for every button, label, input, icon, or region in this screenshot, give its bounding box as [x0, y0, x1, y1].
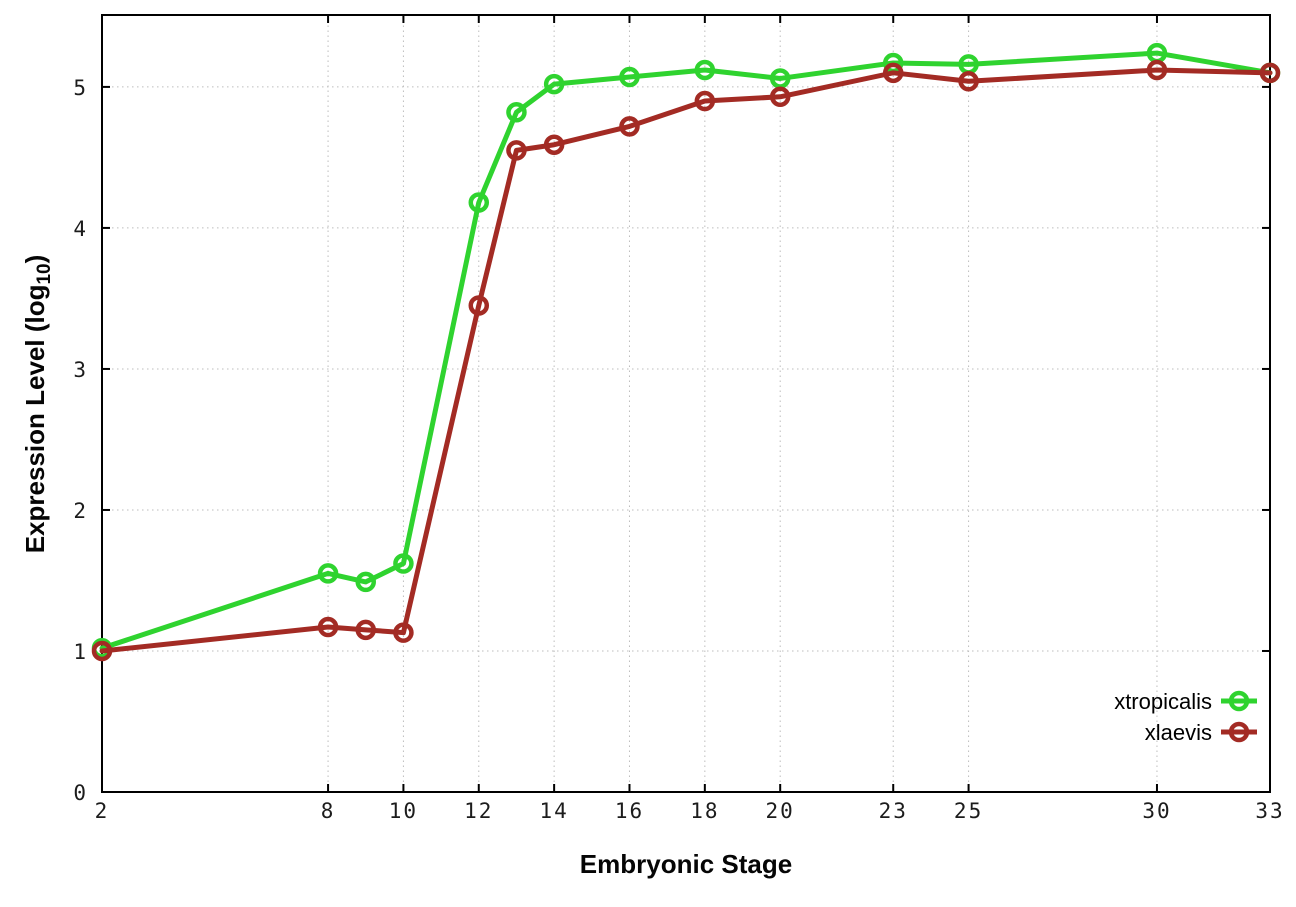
x-tick-label: 2 — [95, 799, 110, 823]
data-point-xtropicalis — [619, 66, 640, 88]
data-point-xlaevis — [882, 62, 904, 84]
x-tick-label: 16 — [615, 799, 644, 823]
legend-item-xlaevis: xlaevis — [1145, 720, 1257, 745]
y-tick-label: 4 — [73, 217, 88, 241]
data-point-xlaevis — [317, 616, 339, 638]
data-point-xtropicalis — [468, 192, 490, 213]
series-xlaevis — [91, 59, 1281, 662]
y-axis-title-subscript: 10 — [34, 263, 56, 285]
data-point-xlaevis — [769, 86, 791, 108]
data-point-xlaevis — [543, 134, 565, 155]
x-tick-label: 10 — [389, 799, 418, 823]
data-point-xtropicalis — [694, 59, 716, 81]
x-tick-label: 8 — [321, 799, 336, 823]
gridlines — [102, 15, 1270, 792]
legend-marker-sample-xtropicalis — [1228, 690, 1250, 712]
data-point-xtropicalis — [506, 102, 527, 123]
legend-label-xlaevis: xlaevis — [1145, 720, 1212, 745]
data-point-xlaevis — [958, 71, 979, 92]
legend: xtropicalis xlaevis — [1114, 689, 1257, 745]
y-tick-label: 5 — [73, 76, 88, 100]
x-tick-label: 23 — [879, 799, 908, 823]
data-point-xtropicalis — [769, 68, 791, 89]
data-point-xtropicalis — [355, 571, 376, 593]
legend-item-xtropicalis: xtropicalis — [1114, 689, 1257, 714]
x-tick-label: 20 — [766, 799, 795, 823]
legend-marker-sample-xlaevis — [1228, 721, 1250, 743]
data-point-xlaevis — [694, 90, 716, 112]
data-point-xtropicalis — [543, 73, 565, 95]
x-tick-label: 33 — [1255, 799, 1284, 823]
legend-label-xtropicalis: xtropicalis — [1114, 689, 1212, 714]
data-point-xlaevis — [1259, 62, 1281, 84]
y-tick-label: 0 — [73, 781, 88, 805]
x-tick-label: 18 — [690, 799, 719, 823]
series-line-xlaevis — [99, 67, 1273, 654]
plot-border — [101, 14, 1271, 793]
series-line-xtropicalis — [99, 50, 1273, 651]
x-tick-label: 14 — [539, 799, 568, 823]
data-point-xtropicalis — [393, 553, 414, 574]
data-point-xlaevis — [393, 622, 414, 643]
data-point-xlaevis — [1146, 59, 1168, 81]
y-tick-label: 3 — [73, 358, 88, 382]
y-tick-label: 2 — [73, 499, 88, 523]
x-tick-label: 12 — [464, 799, 493, 823]
data-point-xlaevis — [506, 140, 527, 161]
y-axis-title-close: ) — [19, 254, 50, 264]
data-point-xlaevis — [355, 619, 376, 641]
x-tick-label: 30 — [1142, 799, 1171, 823]
series-xtropicalis — [91, 42, 1281, 659]
x-axis-title: Embryonic Stage — [579, 849, 793, 879]
y-tick-label: 1 — [73, 640, 88, 664]
data-point-xtropicalis — [317, 563, 339, 584]
data-point-xlaevis — [91, 640, 113, 662]
y-axis-title: Expression Level (log10) — [20, 255, 56, 554]
x-tick-label: 25 — [954, 799, 983, 823]
data-point-xlaevis — [468, 295, 490, 316]
axis-ticks — [101, 15, 1271, 793]
y-axis-title-main: Expression Level (log — [19, 284, 50, 554]
data-point-xlaevis — [619, 116, 640, 137]
